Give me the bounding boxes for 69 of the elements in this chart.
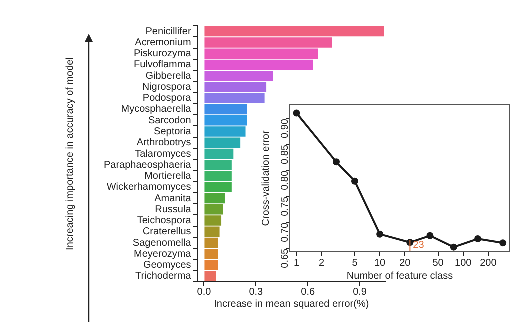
- x-axis-title: Number of feature class: [346, 270, 454, 282]
- x-tick-label: 200: [480, 258, 498, 269]
- bar: [204, 238, 218, 248]
- x-tick-label: 2: [319, 258, 326, 269]
- x-tick-label: 5: [352, 258, 358, 269]
- x-tick-label: 1: [294, 258, 300, 269]
- bar: [204, 104, 248, 115]
- y-tick-label: 0.75: [280, 196, 291, 216]
- y-tick-label: Geomyces: [143, 260, 192, 272]
- y-tick-label: Talaromyces: [135, 148, 192, 160]
- y-tick-label: Amanita: [154, 193, 192, 204]
- bar: [204, 82, 267, 92]
- x-tick-label: 0.9: [353, 286, 368, 298]
- bar: [204, 60, 314, 70]
- y-tick-label: Gibberella: [146, 70, 192, 82]
- y-tick-label: Sarcodon: [148, 115, 192, 126]
- bar: [204, 271, 216, 282]
- bar: [204, 70, 274, 82]
- bar: [204, 93, 265, 104]
- x-tick-label: 10: [374, 258, 386, 269]
- bar: [204, 226, 220, 238]
- bar: [204, 160, 232, 170]
- x-tick-label: 50: [432, 258, 444, 269]
- y-axis-title: Cross-validation error: [260, 130, 272, 226]
- bar: [204, 193, 225, 204]
- y-tick-label: Trichoderma: [136, 271, 192, 282]
- bar: [204, 148, 234, 160]
- y-tick-label: Meyerozyma: [134, 248, 192, 260]
- x-tick-label: 100: [455, 258, 472, 269]
- bar: [204, 182, 232, 193]
- bar: [204, 26, 384, 37]
- bar: [204, 126, 246, 137]
- y-tick-label: 0.80: [280, 170, 291, 190]
- bar: [204, 38, 332, 48]
- bar: [204, 249, 218, 260]
- bar: [204, 171, 232, 182]
- y-tick-label: Acremonium: [135, 37, 192, 48]
- y-tick-label: Piskurozyma: [134, 48, 192, 60]
- bar: [204, 138, 241, 148]
- y-tick-label: Penicillifer: [146, 26, 192, 38]
- annotation: 23: [413, 240, 425, 251]
- x-tick-label: 0.6: [301, 286, 316, 298]
- y-tick-label: 0.70: [280, 222, 291, 242]
- bar: [204, 260, 218, 270]
- y-tick-label: Craterellus: [142, 226, 192, 238]
- y-tick-label: Fulvoflamma: [134, 60, 192, 71]
- x-tick-label: 0.0: [197, 286, 212, 298]
- y-tick-label: Russula: [155, 204, 192, 216]
- y-tick-label: Mycosphaerella: [121, 104, 192, 116]
- y-axis-title: Increacing importance in accuracy of model: [64, 58, 76, 250]
- bar: [204, 48, 318, 59]
- y-tick-label: 0.85: [280, 144, 291, 164]
- y-tick-label: Paraphaeosphaeria: [104, 160, 192, 171]
- bar: [204, 216, 222, 226]
- bar: [204, 204, 224, 215]
- y-tick-label: Teichospora: [137, 216, 192, 227]
- y-tick-label: 0.90: [280, 118, 291, 138]
- bar: [204, 115, 248, 126]
- x-axis-title: Increase in mean squared error(%): [214, 298, 370, 310]
- y-tick-label: 0.65: [280, 248, 291, 268]
- y-tick-label: Podospora: [142, 93, 192, 104]
- y-tick-label: Nigrospora: [142, 82, 192, 93]
- y-tick-label: Mortierella: [144, 171, 192, 182]
- y-tick-label: Septoria: [154, 126, 192, 138]
- y-tick-label: Wickerhamomyces: [106, 182, 192, 194]
- y-tick-label: Sagenomella: [132, 238, 192, 249]
- y-tick-label: Arthrobotrys: [136, 138, 192, 149]
- x-tick-label: 0.3: [249, 286, 264, 298]
- x-tick-label: 20: [400, 258, 412, 269]
